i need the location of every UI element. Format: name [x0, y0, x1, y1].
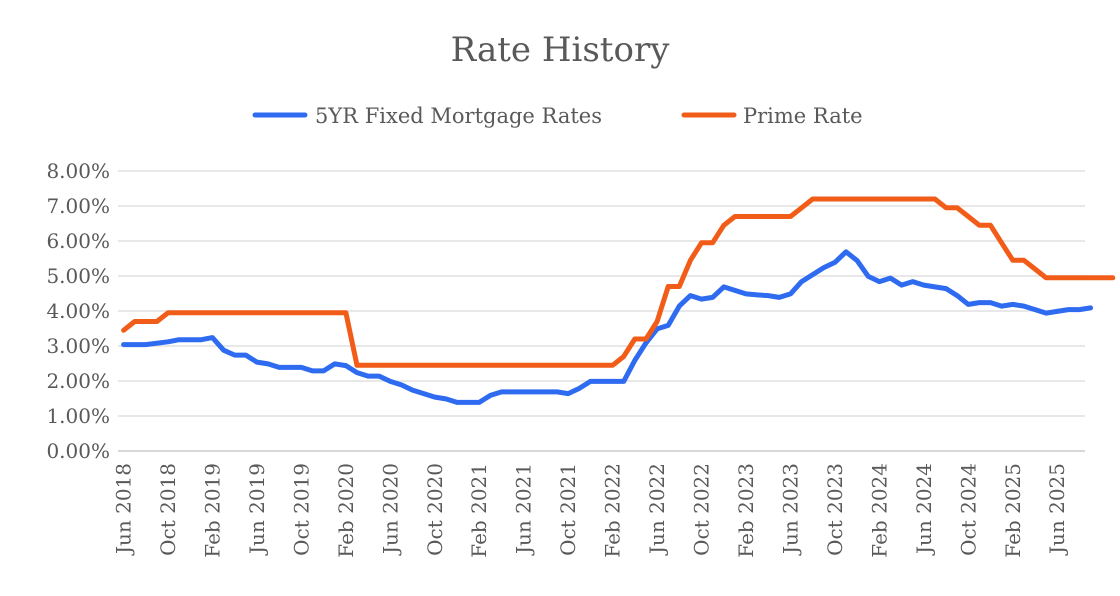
- x-tick-label: Feb 2022: [601, 463, 625, 558]
- x-tick-label: Jun 2020: [378, 463, 402, 556]
- series-line-prime: [121, 196, 1116, 368]
- legend-label-mortgage: 5YR Fixed Mortgage Rates: [315, 104, 602, 128]
- x-tick-label: Jun 2024: [912, 463, 936, 556]
- x-tick-label: Oct 2024: [956, 463, 980, 556]
- y-tick-label: 8.00%: [46, 159, 110, 183]
- y-tick-label: 2.00%: [46, 369, 110, 393]
- x-tick-label: Oct 2023: [823, 463, 847, 556]
- x-tick-label: Jun 2022: [645, 463, 669, 556]
- y-tick-label: 4.00%: [46, 299, 110, 323]
- legend-item-prime: Prime Rate: [681, 104, 863, 128]
- chart-title: Rate History: [451, 30, 671, 70]
- x-tick-label: Jun 2019: [245, 463, 269, 556]
- x-tick-label: Oct 2022: [690, 463, 714, 556]
- x-tick-label: Oct 2021: [556, 463, 580, 556]
- y-tick-label: 7.00%: [46, 194, 110, 218]
- legend-item-mortgage: 5YR Fixed Mortgage Rates: [252, 104, 602, 128]
- x-tick-label: Oct 2018: [156, 463, 180, 556]
- legend: 5YR Fixed Mortgage Rates Prime Rate: [252, 104, 863, 128]
- x-tick-label: Feb 2025: [1001, 463, 1025, 558]
- x-tick-label: Oct 2020: [423, 463, 447, 556]
- y-tick-label: 1.00%: [46, 404, 110, 428]
- x-tick-label: Feb 2024: [867, 463, 891, 558]
- x-axis-tick-labels: Jun 2018 Oct 2018 Feb 2019 Jun 2019 Oct 2019…: [112, 463, 1070, 558]
- x-tick-label: Oct 2019: [289, 463, 313, 556]
- x-tick-label: Jun 2021: [512, 463, 536, 556]
- x-tick-label: Feb 2020: [334, 463, 358, 558]
- legend-label-prime: Prime Rate: [743, 104, 863, 128]
- x-tick-label: Feb 2023: [734, 463, 758, 558]
- x-tick-label: Feb 2021: [467, 463, 491, 558]
- series: [121, 196, 1116, 405]
- y-tick-label: 0.00%: [46, 439, 110, 463]
- y-axis-tick-labels: 0.00% 1.00% 2.00% 3.00% 4.00% 5.00% 6.00% 7.00%…: [46, 159, 110, 463]
- x-tick-label: Jun 2025: [1045, 463, 1069, 556]
- y-tick-label: 3.00%: [46, 334, 110, 358]
- x-tick-label: Jun 2018: [112, 463, 136, 556]
- x-tick-label: Jun 2023: [778, 463, 802, 556]
- x-tick-label: Feb 2019: [200, 463, 224, 558]
- series-line-mortgage: [121, 249, 1094, 405]
- y-tick-label: 6.00%: [46, 229, 110, 253]
- y-tick-label: 5.00%: [46, 264, 110, 288]
